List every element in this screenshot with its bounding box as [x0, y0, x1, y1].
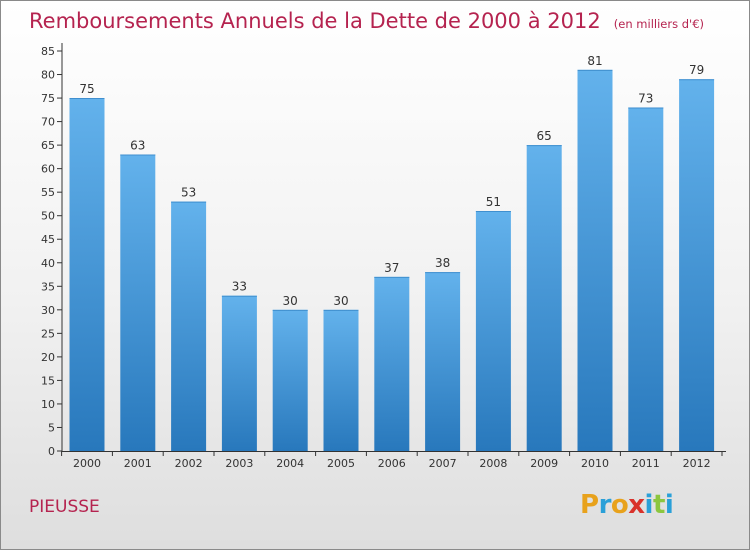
- x-tick-label: 2003: [225, 457, 253, 470]
- data-label: 37: [384, 261, 399, 275]
- x-tick-label: 2011: [632, 457, 660, 470]
- logo-letter: o: [610, 490, 629, 520]
- x-tick-label: 2009: [530, 457, 558, 470]
- x-tick-label: 2006: [378, 457, 406, 470]
- y-tick-label: 85: [41, 45, 55, 58]
- chart-subtitle: (en milliers d'€): [613, 17, 704, 31]
- bar-2009: [526, 145, 562, 451]
- commune-name: PIEUSSE: [29, 497, 100, 517]
- bar-2005: [323, 309, 359, 451]
- y-tick-label: 35: [41, 280, 55, 293]
- y-tick-label: 50: [41, 210, 55, 223]
- chart-title: Remboursements Annuels de la Dette de 20…: [29, 9, 601, 33]
- logo-letter: P: [580, 490, 599, 520]
- y-tick-label: 80: [41, 69, 55, 82]
- bar-2010: [577, 69, 613, 451]
- x-tick-label: 2001: [124, 457, 152, 470]
- logo-letter: t: [652, 490, 665, 520]
- data-label: 65: [537, 129, 552, 143]
- logo-letter: i: [664, 490, 674, 520]
- y-tick-label: 70: [41, 116, 55, 129]
- y-tick-label: 25: [41, 327, 55, 340]
- y-tick-label: 10: [41, 398, 55, 411]
- y-tick-label: 5: [48, 421, 55, 434]
- data-label: 53: [181, 186, 196, 200]
- bar-2011: [628, 107, 664, 452]
- y-tick-label: 40: [41, 257, 55, 270]
- bar-2006: [374, 276, 410, 451]
- bar-2012: [679, 79, 715, 451]
- logo-letter: r: [598, 490, 612, 520]
- x-tick-label: 2012: [683, 457, 711, 470]
- y-tick-label: 20: [41, 351, 55, 364]
- bar-2007: [425, 272, 461, 451]
- data-label: 79: [689, 63, 704, 77]
- y-tick-label: 65: [41, 139, 55, 152]
- data-label: 30: [333, 294, 348, 308]
- chart-bars: [69, 69, 715, 452]
- bar-2001: [120, 154, 156, 451]
- y-tick-label: 75: [41, 92, 55, 105]
- data-label: 73: [638, 91, 653, 105]
- data-label: 75: [79, 82, 94, 96]
- chart-data-labels: 75 63 53 33 30 30 37 38 51 65 81 73 79: [79, 54, 704, 308]
- y-tick-label: 45: [41, 233, 55, 246]
- y-tick-label: 0: [48, 445, 55, 458]
- x-tick-label: 2007: [429, 457, 457, 470]
- bar-2003: [221, 295, 257, 451]
- y-tick-label: 30: [41, 304, 55, 317]
- logo-letter: x: [628, 490, 645, 520]
- y-tick-label: 60: [41, 163, 55, 176]
- bar-2000: [69, 98, 105, 451]
- bar-2008: [475, 211, 511, 451]
- bar-2004: [272, 309, 308, 451]
- data-label: 33: [232, 280, 247, 294]
- x-tick-label: 2008: [479, 457, 507, 470]
- title-row: Remboursements Annuels de la Dette de 20…: [29, 9, 704, 33]
- y-tick-label: 55: [41, 186, 55, 199]
- x-tick-label: 2005: [327, 457, 355, 470]
- x-tick-label: 2010: [581, 457, 609, 470]
- x-tick-label: 2000: [73, 457, 101, 470]
- data-label: 63: [130, 139, 145, 153]
- data-label: 38: [435, 256, 450, 270]
- data-label: 51: [486, 195, 501, 209]
- x-tick-label: 2002: [175, 457, 203, 470]
- bar-2002: [171, 201, 207, 451]
- data-label: 30: [283, 294, 298, 308]
- logo-letter: i: [644, 490, 654, 520]
- y-tick-label: 15: [41, 374, 55, 387]
- data-label: 81: [587, 54, 602, 68]
- x-tick-label: 2004: [276, 457, 304, 470]
- chart-axes: 0 5 10 15 20 25 30 35 40 45 50 55 60 65 70 75 80 85 2000 20…: [41, 43, 726, 470]
- proxiti-logo: Proxiti: [580, 490, 674, 520]
